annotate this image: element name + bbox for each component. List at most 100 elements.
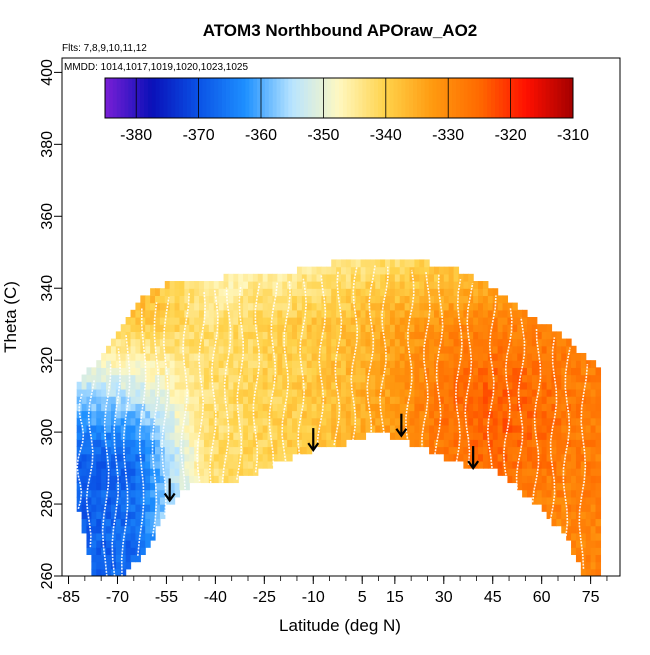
heatmap-cell [345, 352, 352, 361]
heatmap-cell [527, 446, 533, 455]
heatmap-cell [248, 273, 254, 282]
heatmap-cell [566, 396, 572, 404]
heatmap-cell [155, 453, 161, 462]
heatmap-cell [179, 309, 185, 318]
heatmap-cell [541, 388, 548, 397]
heatmap-cell [527, 381, 533, 390]
heatmap-cell [238, 324, 244, 332]
heatmap-cell [487, 302, 494, 311]
heatmap-cell [243, 324, 249, 332]
heatmap-cell [385, 424, 391, 433]
heatmap-cell [389, 331, 396, 340]
heatmap-cell [473, 403, 479, 412]
heatmap-cell [419, 338, 425, 347]
heatmap-cell [419, 432, 425, 440]
heatmap-cell [482, 345, 489, 354]
heatmap-cell [252, 453, 259, 462]
heatmap-cell [575, 410, 582, 419]
heatmap-cell [321, 403, 327, 412]
heatmap-cell [463, 338, 469, 347]
heatmap-cell [194, 360, 200, 368]
heatmap-cell [468, 295, 474, 304]
heatmap-cell [355, 410, 362, 419]
heatmap-cell [341, 432, 347, 440]
heatmap-cell [110, 489, 117, 498]
heatmap-cell [566, 367, 572, 376]
heatmap-cell [243, 374, 249, 383]
heatmap-cell [174, 352, 181, 361]
heatmap-cell [546, 432, 553, 440]
heatmap-cell [595, 367, 602, 376]
heatmap-cell [248, 331, 254, 340]
heatmap-cell [385, 360, 391, 368]
heatmap-cell [101, 381, 107, 390]
heatmap-cell [203, 424, 210, 433]
heatmap-cell [424, 273, 430, 282]
heatmap-cell [155, 460, 161, 469]
heatmap-cell [355, 273, 362, 282]
colorbar-tick-label: -370 [183, 127, 215, 144]
heatmap-cell [585, 374, 592, 383]
colorbar-segment [335, 78, 340, 118]
heatmap-cell [184, 281, 190, 289]
heatmap-cell [257, 424, 264, 433]
heatmap-cell [507, 317, 513, 325]
heatmap-cell [345, 295, 352, 304]
heatmap-cell [453, 446, 460, 455]
heatmap-cell [448, 288, 455, 297]
heatmap-cell [448, 309, 455, 318]
heatmap-cell [76, 504, 83, 512]
colorbar-segment [405, 78, 410, 118]
heatmap-cell [531, 338, 538, 347]
heatmap-cell [140, 396, 146, 404]
colorbar-segment [292, 78, 297, 118]
heatmap-cell [458, 388, 464, 397]
heatmap-cell [409, 302, 416, 311]
heatmap-cell [350, 381, 357, 390]
heatmap-cell [517, 468, 523, 476]
heatmap-cell [257, 367, 264, 376]
heatmap-cell [179, 417, 185, 426]
colorbar-tick-label: -310 [557, 127, 589, 144]
heatmap-cell [257, 453, 264, 462]
colorbar-segment [105, 78, 110, 118]
heatmap-cell [169, 489, 176, 498]
heatmap-cell [336, 381, 342, 390]
heatmap-cell [223, 331, 230, 340]
heatmap-cell [434, 374, 440, 383]
heatmap-cell [463, 410, 469, 419]
heatmap-cell [135, 446, 141, 455]
heatmap-cell [336, 331, 342, 340]
heatmap-cell [595, 410, 602, 419]
heatmap-cell [575, 424, 582, 433]
y-tick-label: 260 [39, 563, 56, 590]
heatmap-cell [194, 288, 200, 297]
heatmap-cell [585, 439, 592, 448]
heatmap-cell [208, 475, 215, 484]
heatmap-cell [419, 352, 425, 361]
heatmap-cell [414, 432, 420, 440]
heatmap-cell [463, 302, 469, 311]
heatmap-cell [448, 317, 455, 325]
heatmap-cell [556, 439, 562, 448]
heatmap-cell [262, 381, 269, 390]
heatmap-cell [179, 374, 185, 383]
heatmap-cell [507, 345, 513, 354]
heatmap-cell [106, 460, 112, 469]
heatmap-cell [145, 439, 151, 448]
heatmap-cell [463, 374, 469, 383]
heatmap-cell [531, 432, 538, 440]
colorbar-segment [183, 78, 188, 118]
heatmap-cell [546, 352, 553, 361]
heatmap-cell [571, 496, 577, 505]
heatmap-cell [91, 468, 97, 476]
heatmap-cell [321, 338, 327, 347]
heatmap-cell [257, 331, 264, 340]
heatmap-cell [507, 360, 513, 368]
heatmap-cell [478, 374, 484, 383]
colorbar-segment [452, 78, 457, 118]
heatmap-cell [409, 259, 416, 268]
heatmap-cell [326, 302, 332, 311]
heatmap-cell [130, 388, 137, 397]
heatmap-cell [125, 417, 132, 426]
